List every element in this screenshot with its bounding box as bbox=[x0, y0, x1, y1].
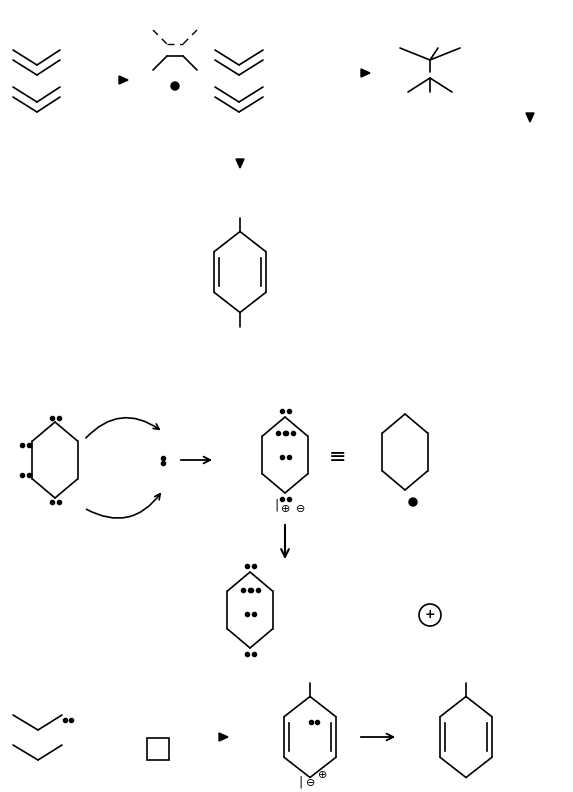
Polygon shape bbox=[119, 76, 128, 84]
Polygon shape bbox=[219, 733, 228, 741]
Text: $\equiv$: $\equiv$ bbox=[324, 445, 346, 465]
Text: $\oplus$: $\oplus$ bbox=[280, 502, 290, 513]
Circle shape bbox=[171, 82, 179, 90]
Text: $\ominus$: $\ominus$ bbox=[295, 502, 305, 513]
Bar bbox=[147, 738, 169, 760]
Polygon shape bbox=[526, 113, 534, 122]
Text: |: | bbox=[274, 498, 278, 512]
Polygon shape bbox=[236, 159, 244, 168]
Text: |: | bbox=[298, 775, 302, 789]
Text: $\oplus$: $\oplus$ bbox=[317, 770, 327, 780]
Polygon shape bbox=[361, 69, 370, 77]
Text: +: + bbox=[425, 608, 435, 622]
Circle shape bbox=[409, 498, 417, 506]
Text: $\ominus$: $\ominus$ bbox=[305, 776, 315, 787]
